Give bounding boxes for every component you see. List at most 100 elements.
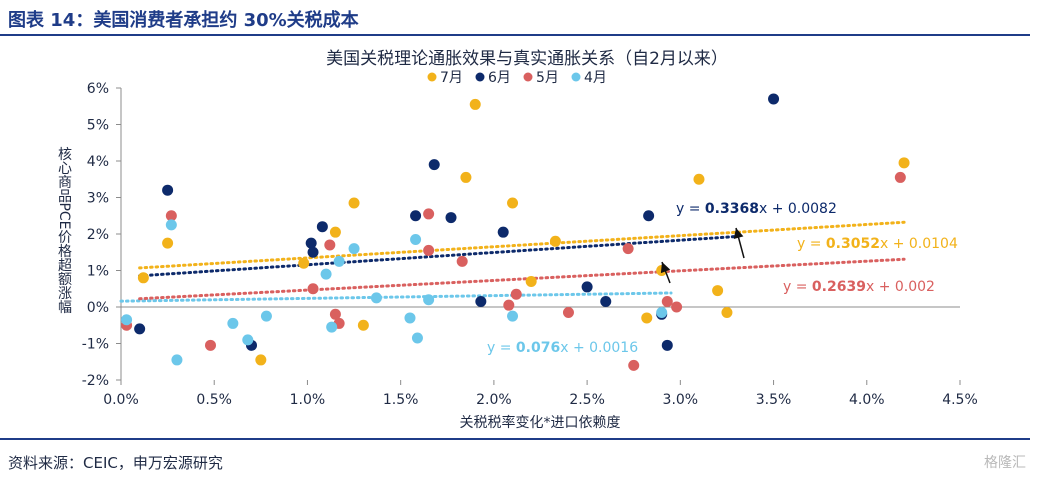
trend-labels: y = 0.3052x + 0.0104 y = 0.3368x + 0.0082… (487, 201, 958, 356)
data-point (137, 272, 149, 284)
data-point (171, 354, 183, 366)
trend-equation-slope: 0.3368 (705, 201, 759, 217)
trend-equation: y = 0.3368x + 0.0082 (676, 201, 837, 217)
data-point (475, 296, 487, 308)
legend-label: 6月 (488, 70, 511, 86)
x-tick-label: 4.0% (849, 392, 885, 408)
data-point (549, 235, 561, 247)
trendline (138, 235, 738, 278)
data-point (162, 184, 174, 196)
y-axis-label-text: 核心商品PCE价格超额涨幅 (56, 146, 72, 313)
watermark: 格隆汇 (984, 455, 1026, 471)
trendline (138, 257, 906, 301)
x-tick-label: 0.5% (196, 392, 232, 408)
legend-label: 5月 (536, 70, 559, 86)
data-point (661, 339, 673, 351)
trend-equation-slope: 0.3052 (826, 236, 880, 252)
data-point (469, 98, 481, 110)
legend-marker (523, 72, 533, 82)
data-point (423, 208, 435, 220)
data-point (333, 255, 345, 267)
x-tick-label: 3.5% (756, 392, 792, 408)
data-point (693, 173, 705, 185)
y-tick-label: -1% (82, 337, 109, 353)
data-point (121, 314, 133, 326)
data-point (242, 334, 254, 346)
trend-equation-prefix: y = (797, 236, 826, 252)
trend-equation-suffix: x + 0.0104 (880, 236, 958, 252)
trend-equation: y = 0.3052x + 0.0104 (797, 236, 958, 252)
trend-equation-prefix: y = (487, 340, 516, 356)
data-point (712, 285, 724, 297)
x-tick-label: 0.0% (103, 392, 139, 408)
data-point (622, 243, 634, 255)
data-point (298, 257, 310, 269)
data-point (497, 226, 509, 238)
trend-equation-prefix: y = (676, 201, 705, 217)
data-point (510, 288, 522, 300)
x-tick-label: 1.5% (383, 392, 419, 408)
data-point (628, 359, 640, 371)
data-point (721, 306, 733, 318)
x-tick-label: 1.0% (290, 392, 326, 408)
trend-equation: y = 0.2639x + 0.002 (783, 279, 935, 295)
data-point (423, 244, 435, 256)
trendline (119, 291, 673, 303)
data-point (410, 210, 422, 222)
scatter-points (121, 93, 910, 371)
data-point (507, 197, 519, 209)
x-tick-label: 4.5% (942, 392, 978, 408)
data-point (227, 317, 239, 329)
y-tick-label: 5% (87, 118, 109, 134)
data-point (641, 312, 653, 324)
data-point (507, 310, 519, 322)
y-tick-label: 3% (87, 191, 109, 207)
y-tick-label: -2% (82, 373, 109, 389)
header-rule (0, 34, 1030, 36)
data-point (326, 321, 338, 333)
y-tick-label: 2% (87, 227, 109, 243)
data-point (165, 210, 177, 222)
data-point (305, 237, 317, 249)
data-point (423, 294, 435, 306)
data-point (357, 319, 369, 331)
data-point (898, 157, 910, 169)
data-point (329, 308, 341, 320)
trendlines (119, 220, 906, 303)
legend-marker (475, 72, 485, 82)
data-point (324, 239, 336, 251)
legend-marker (571, 72, 581, 82)
x-axis: 0.0% 0.5% 1.0% 1.5% 2.0% 2.5% 3.0% 3.5% 4.0% 4.5% (103, 306, 978, 408)
data-point (134, 323, 146, 335)
data-point (600, 296, 612, 308)
source-note: 资料来源：CEIC，申万宏源研究 (8, 454, 223, 472)
legend-label: 7月 (440, 70, 463, 86)
x-tick-label: 2.5% (569, 392, 605, 408)
data-point (456, 255, 468, 267)
legend: 7月 6月 5月 4月 (427, 70, 607, 86)
trend-equation-slope: 0.2639 (812, 279, 866, 295)
data-point (768, 93, 780, 105)
data-point (329, 226, 341, 238)
x-axis-label: 关税税率变化*进口依赖度 (460, 414, 621, 431)
trend-equation: y = 0.076x + 0.0016 (487, 340, 638, 356)
data-point (525, 275, 537, 287)
data-point (410, 233, 422, 245)
data-point (307, 246, 319, 258)
x-tick-label: 2.0% (476, 392, 512, 408)
y-tick-label: 4% (87, 154, 109, 170)
y-tick-label: 1% (87, 264, 109, 280)
x-tick-label: 3.0% (663, 392, 699, 408)
footer-rule (0, 438, 1030, 440)
data-point (428, 159, 440, 171)
legend-marker (427, 72, 437, 82)
annotation-arrow-head (733, 228, 744, 239)
trend-equation-slope: 0.076 (516, 340, 560, 356)
trendline (138, 220, 906, 270)
data-point (260, 310, 272, 322)
data-point (348, 243, 360, 255)
y-tick-label: 6% (87, 81, 109, 97)
trend-equation-prefix: y = (783, 279, 812, 295)
data-point (894, 171, 906, 183)
chart-title: 美国关税理论通胀效果与真实通胀关系（自2月以来） (326, 49, 728, 69)
